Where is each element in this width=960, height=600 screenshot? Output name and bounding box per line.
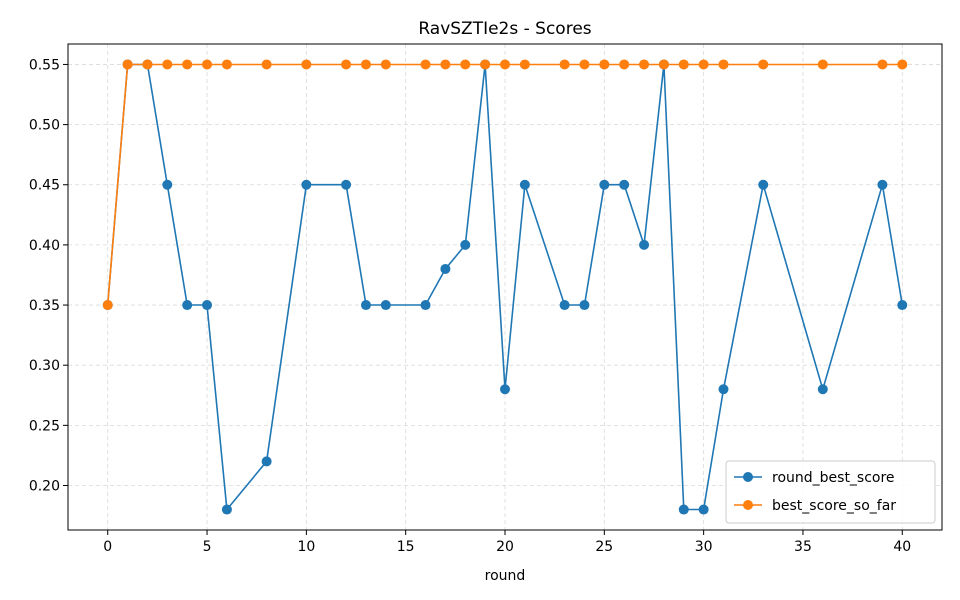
data-point bbox=[658, 59, 669, 70]
legend-entry: best_score_so_far bbox=[734, 498, 896, 514]
x-axis-label: round bbox=[485, 568, 526, 584]
legend-box bbox=[725, 460, 936, 524]
data-point bbox=[162, 59, 173, 70]
data-point bbox=[360, 300, 371, 311]
data-point bbox=[360, 59, 371, 70]
grid bbox=[68, 44, 942, 530]
y-tick-label: 0.25 bbox=[29, 418, 60, 434]
data-point bbox=[698, 504, 709, 515]
data-point bbox=[678, 59, 689, 70]
data-point bbox=[500, 59, 510, 70]
data-point bbox=[519, 59, 530, 70]
legend-marker bbox=[743, 500, 753, 510]
data-point bbox=[460, 59, 471, 70]
y-tick-label: 0.45 bbox=[29, 178, 60, 194]
data-point bbox=[460, 239, 471, 250]
chart-title: RavSZTIe2s - Scores bbox=[418, 19, 591, 39]
data-point bbox=[480, 59, 491, 70]
legend-entry: round_best_score bbox=[734, 470, 895, 486]
data-point bbox=[579, 300, 590, 311]
data-point bbox=[162, 179, 173, 190]
y-tick-label: 0.50 bbox=[29, 118, 60, 134]
data-point bbox=[877, 59, 888, 70]
data-point bbox=[420, 300, 431, 311]
data-point bbox=[897, 59, 908, 70]
data-point bbox=[718, 384, 729, 395]
data-point bbox=[261, 456, 272, 467]
y-tick-label: 0.30 bbox=[29, 358, 60, 374]
data-point bbox=[122, 59, 133, 70]
data-point bbox=[221, 59, 232, 70]
data-point bbox=[877, 179, 888, 190]
data-point bbox=[261, 59, 272, 70]
data-point bbox=[380, 59, 391, 70]
data-point bbox=[500, 384, 510, 395]
data-point bbox=[619, 59, 630, 70]
data-point bbox=[758, 59, 769, 70]
data-point bbox=[221, 504, 232, 515]
data-point bbox=[599, 179, 610, 190]
data-point bbox=[599, 59, 610, 70]
data-point bbox=[102, 300, 113, 311]
y-tick-label: 0.55 bbox=[29, 57, 60, 73]
data-point bbox=[758, 179, 769, 190]
data-point bbox=[639, 239, 650, 250]
data-point bbox=[817, 384, 828, 395]
data-point bbox=[341, 179, 352, 190]
y-tick-label: 0.40 bbox=[29, 238, 60, 254]
data-point bbox=[420, 59, 431, 70]
x-tick-label: 15 bbox=[397, 539, 415, 555]
series-layer bbox=[102, 59, 908, 515]
x-tick-label: 20 bbox=[496, 539, 514, 555]
data-point bbox=[301, 179, 312, 190]
legend-label: best_score_so_far bbox=[772, 498, 896, 514]
x-tick-label: 0 bbox=[103, 539, 112, 555]
data-point bbox=[718, 59, 729, 70]
data-point bbox=[202, 300, 213, 311]
data-point bbox=[678, 504, 689, 515]
data-point bbox=[817, 59, 828, 70]
x-tick-label: 10 bbox=[297, 539, 315, 555]
legend-marker bbox=[743, 472, 753, 482]
data-point bbox=[897, 300, 908, 311]
data-point bbox=[559, 300, 570, 311]
data-point bbox=[182, 300, 193, 311]
data-point bbox=[142, 59, 153, 70]
data-point bbox=[639, 59, 650, 70]
x-tick-label: 25 bbox=[595, 539, 613, 555]
x-tick-label: 35 bbox=[794, 539, 812, 555]
legend-label: round_best_score bbox=[772, 470, 895, 486]
x-tick-label: 40 bbox=[893, 539, 911, 555]
data-point bbox=[559, 59, 570, 70]
data-point bbox=[202, 59, 213, 70]
data-point bbox=[579, 59, 590, 70]
x-tick-label: 30 bbox=[695, 539, 713, 555]
data-point bbox=[519, 179, 530, 190]
y-axis: 0.20 0.25 0.30 0.35 0.40 0.45 0.50 0.55 bbox=[29, 57, 68, 494]
y-tick-label: 0.20 bbox=[29, 478, 60, 494]
x-tick-label: 5 bbox=[203, 539, 212, 555]
data-point bbox=[440, 263, 451, 274]
data-point bbox=[619, 179, 630, 190]
x-axis: 0 5 10 15 20 25 30 35 40 bbox=[103, 530, 911, 555]
data-point bbox=[698, 59, 709, 70]
data-point bbox=[182, 59, 193, 70]
data-point bbox=[341, 59, 352, 70]
data-point bbox=[440, 59, 451, 70]
legend: round_best_score best_score_so_far bbox=[725, 460, 936, 524]
y-tick-label: 0.35 bbox=[29, 298, 60, 314]
data-point bbox=[301, 59, 312, 70]
data-point bbox=[380, 300, 391, 311]
series-best_score_so_far bbox=[102, 59, 908, 311]
